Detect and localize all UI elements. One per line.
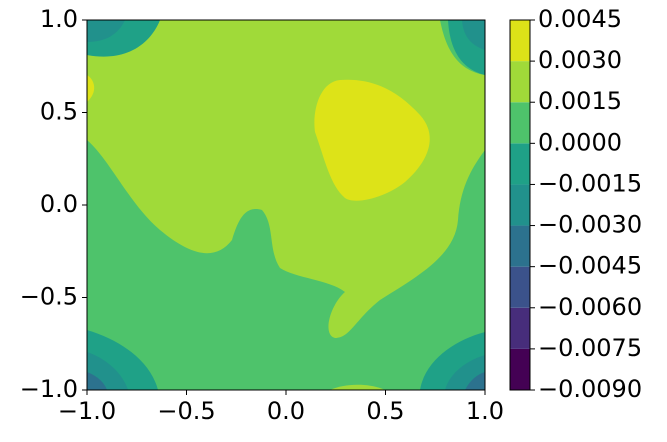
colorbar-tick-label: 0.0015 (538, 87, 622, 115)
contour-region (462, 20, 485, 50)
colorbar-tick-label: −0.0045 (538, 252, 642, 280)
colorbar-frame (509, 19, 531, 391)
colorbar-band (510, 143, 530, 185)
contour-region (87, 372, 107, 390)
colorbar-band (510, 307, 530, 349)
colorbar-band (510, 102, 530, 144)
colorbar-band (510, 61, 530, 103)
y-tick-label: −1.0 (20, 375, 78, 403)
y-tick-label: 0.0 (40, 190, 78, 218)
colorbar-tick-label: −0.0090 (538, 375, 642, 403)
colorbar-tick-label: 0.0030 (538, 46, 622, 74)
x-tick-label: 1.0 (466, 397, 504, 425)
contour-region (87, 20, 125, 42)
colorbar-band (510, 348, 530, 390)
contour-region (314, 79, 430, 201)
colorbar-tick-label: −0.0015 (538, 169, 642, 197)
colorbar-band (510, 184, 530, 226)
x-tick-label: 0.5 (366, 397, 404, 425)
colorbar-band (510, 225, 530, 267)
colorbar-band (510, 20, 530, 62)
contour-region (330, 384, 385, 390)
colorbar-tick-label: 0.0045 (538, 5, 622, 33)
y-tick-label: 0.5 (40, 98, 78, 126)
y-tick-label: 1.0 (40, 5, 78, 33)
contour-region (87, 75, 95, 102)
colorbar-tick-label: −0.0030 (538, 211, 642, 239)
contour-region (465, 372, 485, 390)
colorbar-band (510, 266, 530, 308)
colorbar-tick-label: 0.0000 (538, 128, 622, 156)
y-tick-label: −0.5 (20, 283, 78, 311)
colorbar-tick-label: −0.0060 (538, 293, 642, 321)
x-tick-label: −0.5 (157, 397, 215, 425)
x-tick-label: −1.0 (58, 397, 116, 425)
colorbar-tick-label: −0.0075 (538, 334, 642, 362)
x-tick-label: 0.0 (267, 397, 305, 425)
